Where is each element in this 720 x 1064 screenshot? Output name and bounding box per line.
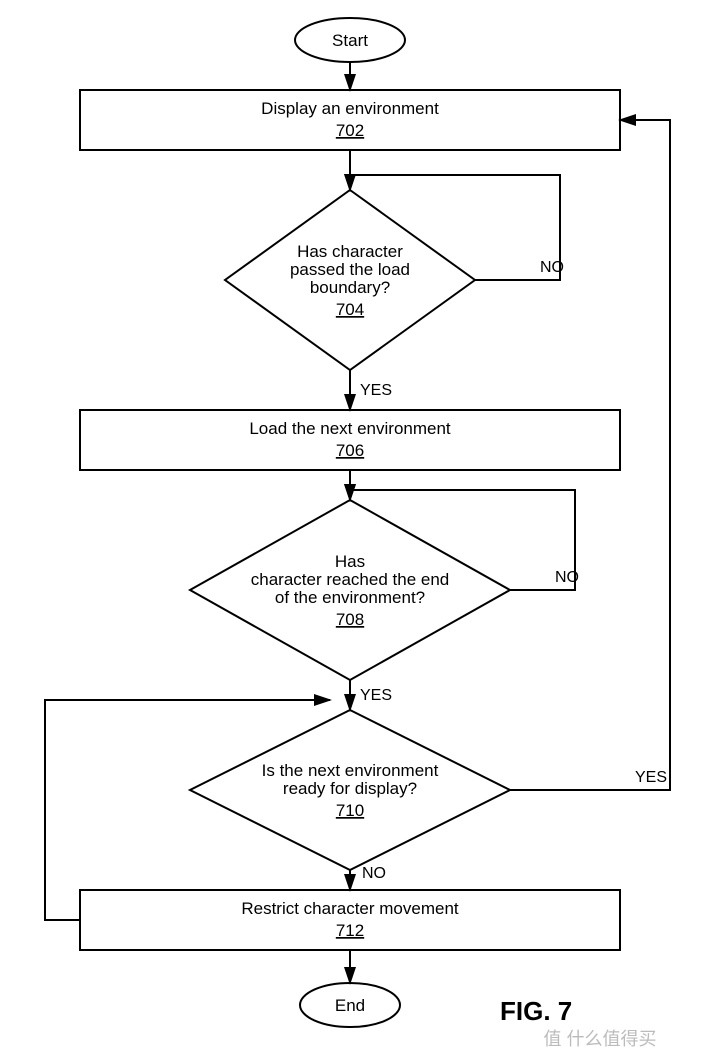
svg-text:NO: NO xyxy=(540,259,564,276)
svg-text:YES: YES xyxy=(635,769,667,786)
svg-text:值 什么值得买: 值 什么值得买 xyxy=(543,1029,656,1049)
svg-text:ready for display?: ready for display? xyxy=(283,779,417,798)
svg-text:Load the next environment: Load the next environment xyxy=(249,419,451,438)
svg-text:of the environment?: of the environment? xyxy=(275,588,425,607)
svg-text:704: 704 xyxy=(336,300,364,319)
svg-text:Display an environment: Display an environment xyxy=(261,99,439,118)
svg-text:710: 710 xyxy=(336,801,364,820)
svg-text:708: 708 xyxy=(336,610,364,629)
svg-text:YES: YES xyxy=(360,382,392,399)
svg-text:Is the next environment: Is the next environment xyxy=(262,761,439,780)
svg-text:Has: Has xyxy=(335,552,365,571)
svg-text:passed the load: passed the load xyxy=(290,260,410,279)
svg-text:FIG. 7: FIG. 7 xyxy=(500,996,572,1026)
svg-text:End: End xyxy=(335,996,365,1015)
svg-text:712: 712 xyxy=(336,921,364,940)
svg-text:YES: YES xyxy=(360,687,392,704)
svg-text:boundary?: boundary? xyxy=(310,278,390,297)
svg-text:Has character: Has character xyxy=(297,242,403,261)
svg-text:706: 706 xyxy=(336,441,364,460)
svg-text:NO: NO xyxy=(555,569,579,586)
flowchart: Start End Display an environment 702 Load th… xyxy=(0,0,720,1064)
svg-text:Restrict character movement: Restrict character movement xyxy=(241,899,459,918)
svg-text:NO: NO xyxy=(362,865,386,882)
svg-text:character reached the end: character reached the end xyxy=(251,570,449,589)
svg-text:Start: Start xyxy=(332,31,368,50)
svg-text:702: 702 xyxy=(336,121,364,140)
